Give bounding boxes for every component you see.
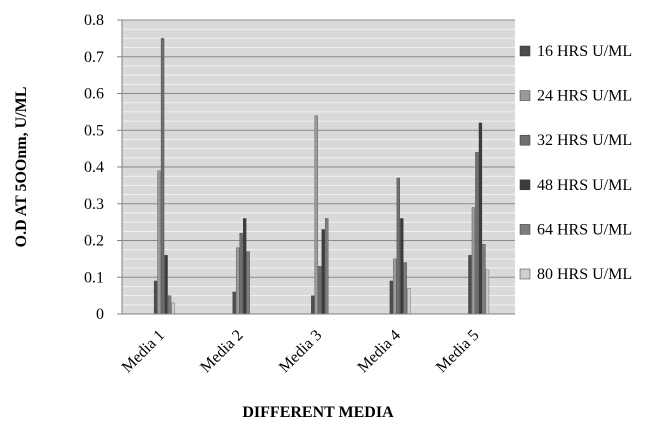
y-tick-label: 0.3 bbox=[84, 196, 104, 213]
bar bbox=[468, 255, 472, 315]
bar bbox=[325, 218, 329, 315]
bars bbox=[153, 38, 490, 315]
bar bbox=[396, 177, 401, 315]
legend-label: 80 HRS U/ML bbox=[537, 266, 632, 283]
x-tick-label: Media 5 bbox=[433, 327, 482, 376]
bar bbox=[239, 232, 243, 315]
legend-swatch bbox=[519, 90, 531, 101]
x-tick-label: Media 3 bbox=[276, 327, 325, 376]
bar bbox=[171, 302, 175, 315]
legend-label: 64 HRS U/ML bbox=[537, 221, 632, 238]
y-tick-label: 0 bbox=[96, 306, 104, 323]
y-tick-label: 0.4 bbox=[84, 159, 104, 176]
y-tick-label: 0.8 bbox=[84, 12, 104, 29]
bar bbox=[475, 152, 479, 315]
legend-swatch bbox=[519, 268, 531, 280]
bar bbox=[314, 115, 318, 315]
gridlines bbox=[122, 19, 515, 315]
y-tick-label: 0.1 bbox=[84, 269, 104, 286]
bar bbox=[393, 258, 397, 315]
bar bbox=[160, 38, 165, 315]
y-tick-label: 0.2 bbox=[84, 233, 104, 250]
bar bbox=[311, 295, 315, 315]
bar bbox=[164, 255, 168, 315]
bar bbox=[403, 262, 408, 315]
bar bbox=[389, 280, 394, 315]
bar bbox=[478, 122, 483, 315]
bar bbox=[407, 288, 411, 315]
bar bbox=[153, 280, 158, 315]
y-tick-label: 0.5 bbox=[84, 122, 104, 139]
legend-label: 24 HRS U/ML bbox=[537, 88, 632, 105]
legend: 16 HRS U/ML 24 HRS U/ML 32 HRS U/ML 48 HRS … bbox=[519, 43, 632, 283]
legend-swatch bbox=[519, 179, 531, 191]
legend-label: 48 HRS U/ML bbox=[537, 177, 632, 194]
y-axis-title: O.D AT 5OOnm, U/ML bbox=[13, 87, 30, 248]
legend-swatch bbox=[519, 45, 531, 57]
bar bbox=[485, 269, 490, 315]
bar bbox=[471, 207, 476, 315]
x-tick-label: Media 2 bbox=[197, 327, 246, 376]
bar bbox=[482, 244, 486, 315]
legend-swatch bbox=[519, 134, 531, 146]
bar bbox=[167, 295, 172, 315]
x-axis-title: DIFFERENT MEDIA bbox=[242, 404, 394, 421]
bar bbox=[232, 291, 236, 315]
bar bbox=[235, 247, 240, 315]
bar bbox=[242, 218, 247, 315]
y-tick-labels: 0 0.1 0.2 0.3 0.4 0.5 0.6 0.7 0.8 bbox=[84, 12, 122, 323]
bar bbox=[246, 251, 250, 315]
bar bbox=[318, 266, 322, 315]
bar bbox=[157, 170, 161, 315]
legend-label: 32 HRS U/ML bbox=[537, 132, 632, 149]
x-tick-label: Media 4 bbox=[355, 327, 404, 376]
legend-swatch bbox=[519, 224, 531, 235]
bar bbox=[400, 218, 404, 315]
x-tick-labels: Media 1 Media 2 Media 3 Media 4 Media 5 bbox=[119, 327, 483, 376]
bar bbox=[321, 229, 325, 315]
y-tick-label: 0.6 bbox=[84, 86, 104, 103]
x-tick-label: Media 1 bbox=[119, 327, 168, 376]
y-tick-label: 0.7 bbox=[84, 49, 104, 66]
legend-label: 16 HRS U/ML bbox=[537, 43, 632, 60]
